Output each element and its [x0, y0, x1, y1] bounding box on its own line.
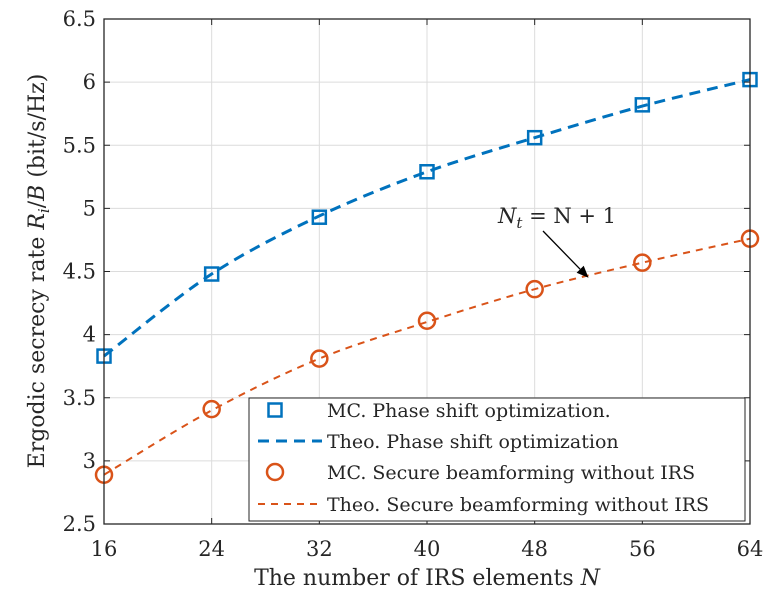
- marker-mc-without-irs: [633, 253, 652, 272]
- legend-label: Theo. Secure beamforming without IRS: [327, 494, 709, 516]
- annotation: Nt = N + 1: [497, 204, 616, 278]
- y-axis-label-unit: (bit/s/Hz): [25, 74, 50, 185]
- annotation-arrowhead: [576, 265, 589, 278]
- y-axis-label-var-b: B: [25, 185, 50, 202]
- marker-mc-without-irs: [310, 349, 329, 368]
- y-tick-label: 3: [83, 449, 96, 473]
- annotation-rest: = N + 1: [522, 204, 616, 228]
- y-axis-label-slash: /: [25, 200, 50, 208]
- y-tick-label: 5.5: [63, 133, 96, 157]
- x-tick-label: 32: [306, 537, 333, 561]
- legend-symbol-circle: [265, 462, 285, 482]
- x-tick-label: 64: [737, 537, 764, 561]
- legend-symbol-square: [267, 402, 283, 418]
- y-tick-label: 5: [83, 196, 96, 220]
- x-tick-label: 48: [521, 537, 548, 561]
- marker-mc-phase-shift: [526, 129, 543, 146]
- marker-mc-without-irs: [417, 311, 437, 330]
- annotation-sub: t: [516, 214, 523, 232]
- annotation-n: N: [497, 204, 517, 228]
- y-axis-label-prefix: Ergodic secrecy rate: [25, 230, 50, 469]
- y-tick-label: 6: [83, 70, 96, 94]
- legend-label: MC. Secure beamforming without IRS: [327, 462, 695, 484]
- marker-mc-phase-shift: [634, 97, 651, 113]
- x-tick-label: 16: [91, 537, 118, 561]
- y-tick-label: 6.5: [63, 7, 96, 31]
- y-axis-label-var-r: R: [25, 213, 50, 231]
- y-axis-label-var-sub: i: [35, 208, 53, 213]
- legend-label: MC. Phase shift optimization.: [327, 400, 611, 422]
- y-tick-label: 4.5: [63, 260, 96, 284]
- x-tick-label: 40: [414, 537, 441, 561]
- legend: MC. Phase shift optimization. Theo. Phase…: [248, 397, 746, 522]
- y-tick-label: 3.5: [63, 386, 96, 410]
- x-axis-label-var: N: [580, 566, 601, 591]
- marker-mc-phase-shift: [419, 164, 435, 180]
- y-axis-label: Ergodic secrecy rate Ri/B (bit/s/Hz): [25, 74, 53, 469]
- x-tick-label: 24: [198, 537, 225, 561]
- tick-labels: 16 24 32 40 48 56 64 2.5 3 3.5 4 4.5 5 5.5 6 6.5: [63, 7, 764, 561]
- legend-label: Theo. Phase shift optimization: [327, 431, 619, 453]
- annotation-arrow-line: [542, 230, 581, 270]
- marker-mc-without-irs: [202, 399, 221, 419]
- annotation-text: Nt = N + 1: [497, 204, 616, 232]
- y-tick-label: 4: [83, 323, 96, 347]
- marker-mc-phase-shift: [311, 209, 328, 225]
- marker-mc-phase-shift: [203, 266, 220, 282]
- y-tick-label: 2.5: [63, 512, 96, 536]
- legend-box: [248, 397, 746, 522]
- series-theo-phase-shift-line: [103, 78, 751, 358]
- marker-mc-without-irs: [525, 279, 544, 299]
- x-axis-label: The number of IRS elements N: [254, 566, 601, 591]
- x-axis-label-prefix: The number of IRS elements: [254, 566, 581, 591]
- x-tick-label: 56: [629, 537, 656, 561]
